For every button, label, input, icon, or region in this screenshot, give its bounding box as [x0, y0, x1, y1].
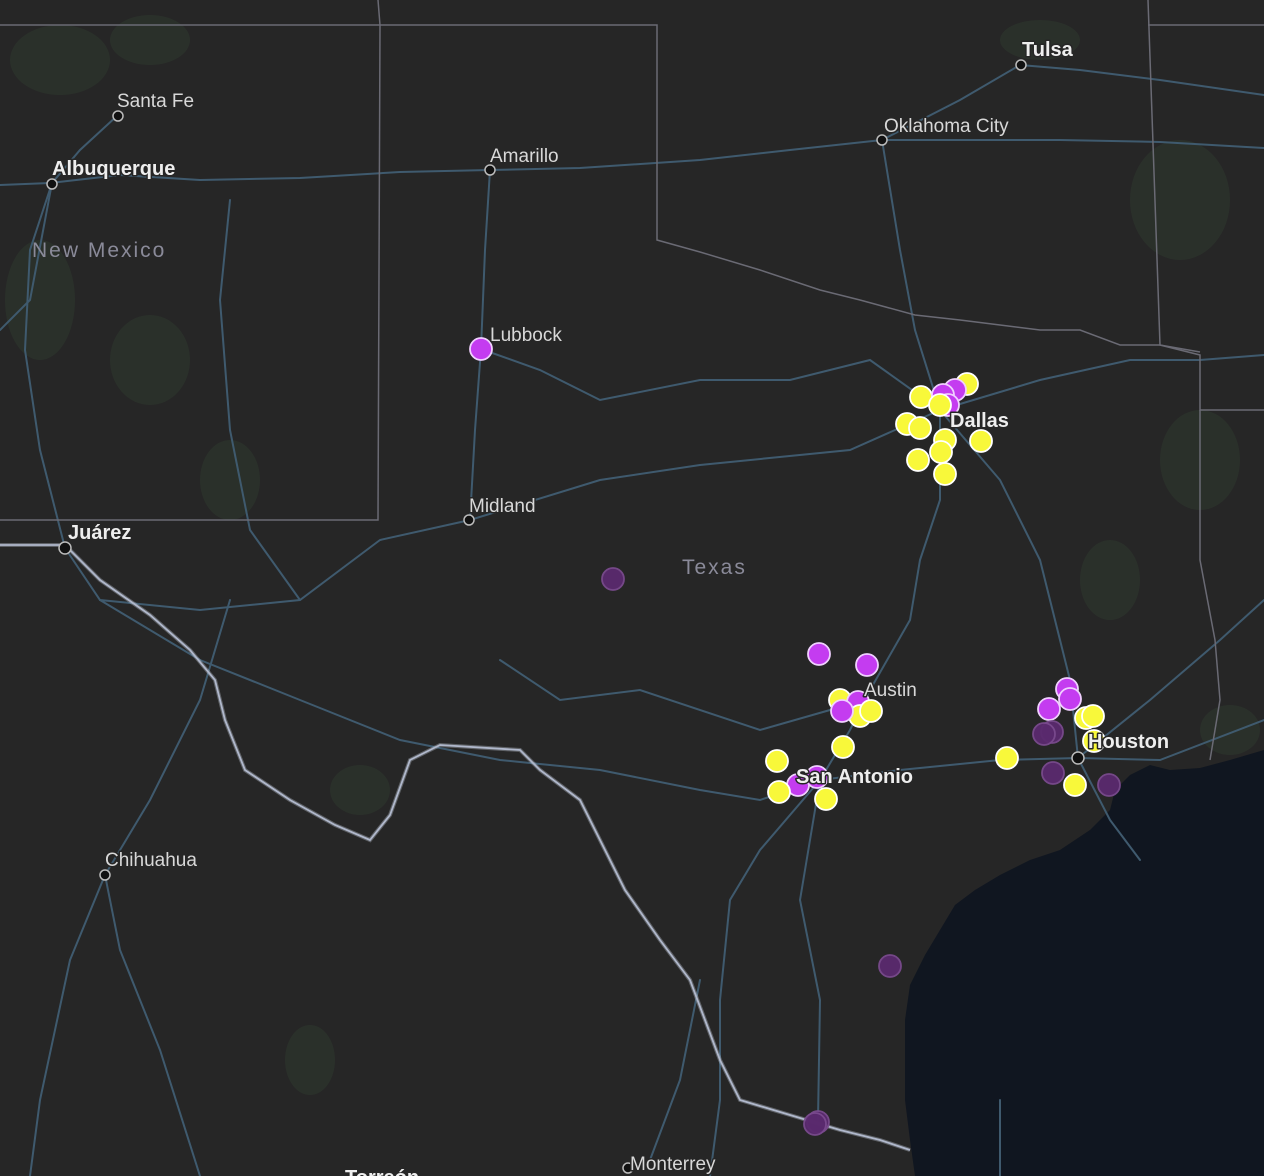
data-markers[interactable] — [469, 337, 1121, 1136]
city-label-albuquerque: Albuquerque — [52, 158, 175, 180]
map-marker[interactable] — [767, 780, 791, 804]
city-label-tulsa: Tulsa — [1022, 39, 1074, 61]
map-marker[interactable] — [1063, 773, 1087, 797]
map-marker[interactable] — [855, 653, 879, 677]
map-marker[interactable] — [929, 440, 953, 464]
state-label-texas: Texas — [682, 556, 747, 579]
map-marker[interactable] — [1037, 697, 1061, 721]
map-marker[interactable] — [765, 749, 789, 773]
state-borders — [0, 0, 1264, 761]
city-label-san-antonio: San Antonio — [796, 766, 913, 788]
city-label-torreon: Torreón — [345, 1167, 419, 1176]
city-label-oklahoma-city: Oklahoma City — [884, 116, 1009, 137]
map-marker[interactable] — [807, 642, 831, 666]
gulf-water — [905, 750, 1264, 1176]
map-marker[interactable] — [803, 1112, 827, 1136]
city-label-chihuahua: Chihuahua — [105, 850, 197, 871]
map-marker[interactable] — [859, 699, 883, 723]
map-marker[interactable] — [831, 735, 855, 759]
city-label-lubbock: Lubbock — [490, 325, 562, 346]
map-marker[interactable] — [1081, 704, 1105, 728]
international-border-line — [0, 544, 911, 1151]
map-marker[interactable] — [601, 567, 625, 591]
map-marker[interactable] — [1097, 773, 1121, 797]
map-marker[interactable] — [969, 429, 993, 453]
city-label-houston: Houston — [1088, 731, 1169, 753]
map-marker[interactable] — [995, 746, 1019, 770]
city-label-midland: Midland — [469, 496, 536, 517]
map-marker[interactable] — [878, 954, 902, 978]
map-marker[interactable] — [908, 416, 932, 440]
roads — [0, 64, 1264, 1176]
map-marker[interactable] — [1082, 729, 1106, 753]
city-label-dallas: Dallas — [950, 410, 1009, 432]
map-marker[interactable] — [830, 699, 854, 723]
city-label-juarez: Juárez — [68, 522, 131, 544]
city-label-amarillo: Amarillo — [490, 146, 559, 167]
city-label-santa-fe: Santa Fe — [117, 91, 194, 112]
city-label-monterrey: Monterrey — [630, 1154, 716, 1175]
state-label-new-mexico: New Mexico — [32, 239, 166, 262]
map-marker[interactable] — [906, 448, 930, 472]
city-dots — [46, 59, 1085, 1174]
map-marker[interactable] — [1041, 761, 1065, 785]
map-marker[interactable] — [928, 393, 952, 417]
map-marker[interactable] — [469, 337, 493, 361]
city-label-austin: Austin — [864, 680, 917, 701]
map-marker[interactable] — [805, 765, 829, 789]
map-marker[interactable] — [933, 462, 957, 486]
map-marker[interactable] — [814, 787, 838, 811]
map-marker[interactable] — [1058, 687, 1082, 711]
map-marker[interactable] — [1032, 722, 1056, 746]
